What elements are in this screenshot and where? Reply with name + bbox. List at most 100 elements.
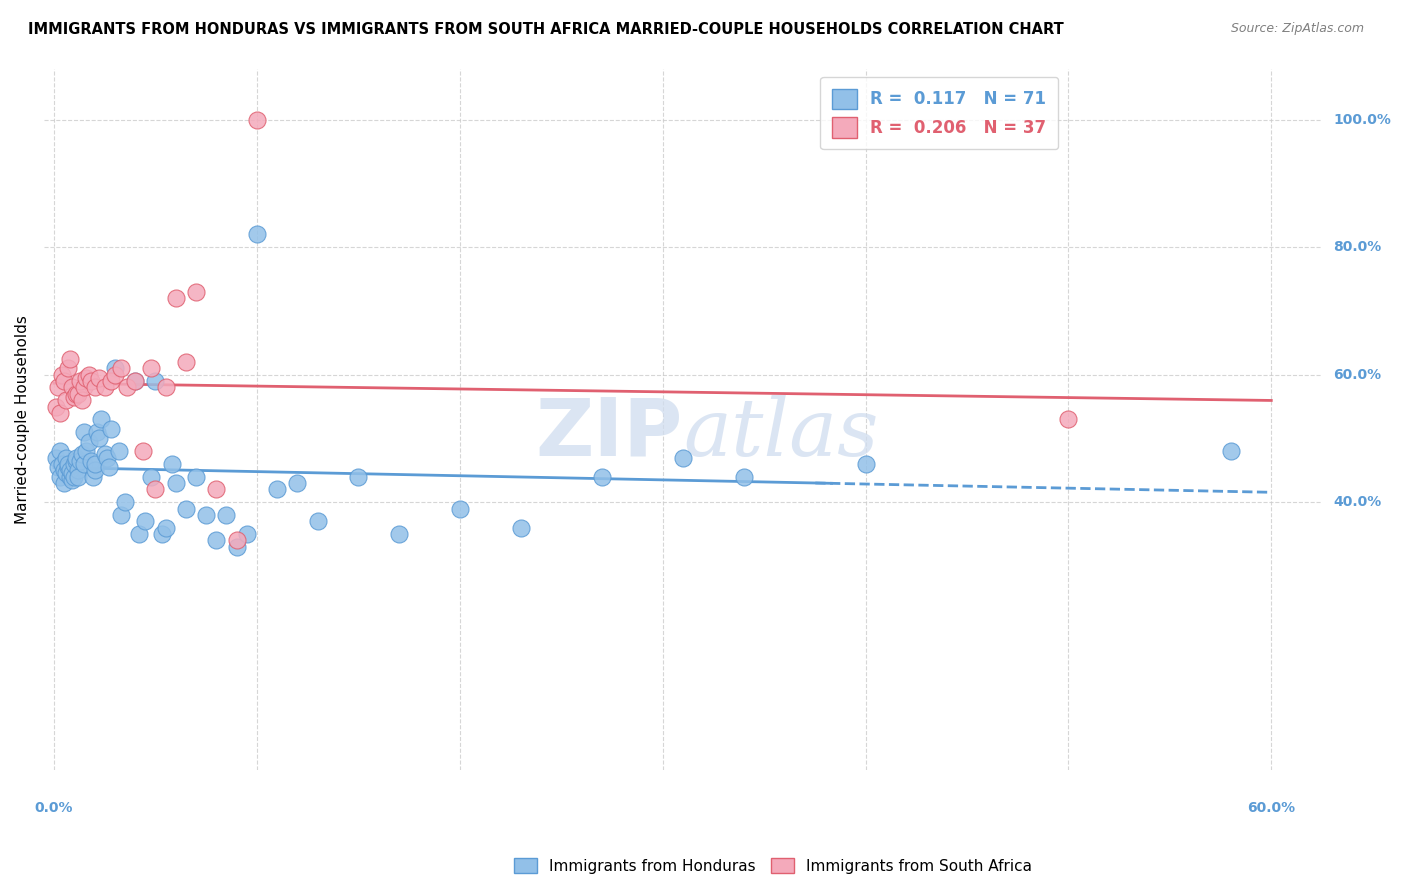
Point [97,460,120,475]
Point [141,361,163,376]
Point [94,447,117,461]
Point [165,291,187,305]
Point [160,457,183,471]
Point [225,540,247,554]
Point [195,508,218,522]
Point [87,431,110,445]
Point [45,400,67,414]
Point [266,483,288,497]
Point [672,450,695,465]
Point [855,457,877,471]
Point [59,469,82,483]
Point [67,463,90,477]
Point [51,368,73,382]
Point [165,476,187,491]
Text: 100.0%: 100.0% [1333,112,1391,127]
Point [94,380,117,394]
Point [51,457,73,471]
Point [63,390,86,404]
Point [145,374,167,388]
Point [100,374,122,388]
Point [591,469,613,483]
Point [86,425,108,439]
Point [58,457,80,471]
Point [53,463,76,477]
Point [46,460,69,475]
Point [59,463,82,477]
Point [104,368,127,382]
Point [59,351,82,366]
Point [108,444,131,458]
Point [60,473,83,487]
Text: 40.0%: 40.0% [1333,495,1381,509]
Point [69,453,91,467]
Point [307,514,329,528]
Point [1057,412,1080,426]
Point [96,450,118,465]
Point [128,527,150,541]
Point [82,469,104,483]
Point [236,527,259,541]
Text: 60.0%: 60.0% [1247,800,1295,814]
Point [73,457,96,471]
Point [72,447,94,461]
Point [134,514,156,528]
Point [76,444,98,458]
Point [65,453,87,467]
Point [150,527,173,541]
Point [73,380,96,394]
Point [205,483,228,497]
Point [72,393,94,408]
Point [79,453,101,467]
Point [100,422,122,436]
Point [77,434,100,449]
Point [49,444,72,458]
Point [115,380,138,394]
Point [77,368,100,382]
Point [65,450,87,465]
Point [449,501,471,516]
Text: IMMIGRANTS FROM HONDURAS VS IMMIGRANTS FROM SOUTH AFRICA MARRIED-COUPLE HOUSEHOL: IMMIGRANTS FROM HONDURAS VS IMMIGRANTS F… [28,22,1064,37]
Point [53,374,76,388]
Point [60,467,83,481]
Point [205,533,228,548]
Text: atlas: atlas [683,394,879,472]
Point [215,508,238,522]
Point [246,112,269,127]
Point [79,374,101,388]
Point [55,450,77,465]
Point [174,501,197,516]
Text: 60.0%: 60.0% [1333,368,1381,382]
Point [114,495,136,509]
Point [174,355,197,369]
Point [67,386,90,401]
Point [87,371,110,385]
Legend: R =  0.117   N = 71, R =  0.206   N = 37: R = 0.117 N = 71, R = 0.206 N = 37 [820,77,1059,149]
Point [67,469,90,483]
Y-axis label: Married-couple Households: Married-couple Households [15,315,30,524]
Point [110,361,132,376]
Point [60,380,83,394]
Point [46,380,69,394]
Point [388,527,411,541]
Point [73,425,96,439]
Point [733,469,755,483]
Point [83,380,105,394]
Point [155,521,177,535]
Point [55,467,77,481]
Point [141,469,163,483]
Point [155,380,177,394]
Point [287,476,309,491]
Point [124,374,146,388]
Text: 0.0%: 0.0% [35,800,73,814]
Point [184,285,207,299]
Point [184,469,207,483]
Text: Source: ZipAtlas.com: Source: ZipAtlas.com [1230,22,1364,36]
Point [145,483,167,497]
Point [246,227,269,242]
Point [132,444,155,458]
Point [58,460,80,475]
Point [104,361,127,376]
Point [55,393,77,408]
Point [1219,444,1241,458]
